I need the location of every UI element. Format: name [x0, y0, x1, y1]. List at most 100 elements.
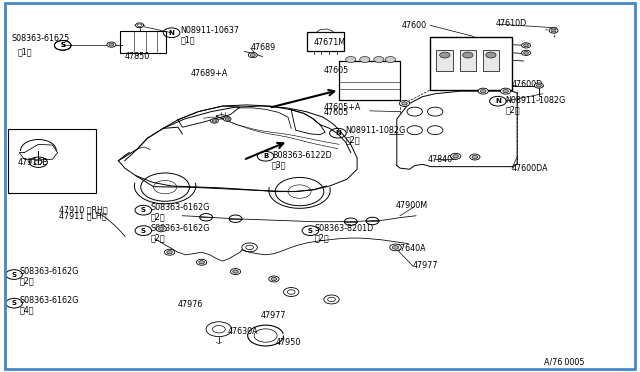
- Text: S08363-61625: S08363-61625: [12, 34, 70, 43]
- Text: N: N: [335, 130, 341, 136]
- Text: 47605: 47605: [323, 108, 348, 117]
- Text: （3）: （3）: [272, 160, 287, 169]
- Text: 47600: 47600: [402, 21, 427, 30]
- Circle shape: [534, 83, 543, 88]
- Text: 47911 （LH）: 47911 （LH）: [59, 211, 106, 220]
- Text: （4）: （4）: [19, 305, 34, 314]
- Circle shape: [392, 246, 399, 249]
- Text: B08363-6122D: B08363-6122D: [272, 151, 332, 160]
- Circle shape: [346, 57, 356, 62]
- Circle shape: [399, 100, 410, 106]
- Text: 47640A: 47640A: [396, 244, 426, 253]
- Text: （2）: （2）: [19, 276, 34, 285]
- Text: 47976: 47976: [178, 300, 204, 309]
- Circle shape: [522, 50, 531, 55]
- Bar: [120, 31, 166, 53]
- Text: A/76 0005: A/76 0005: [544, 357, 584, 366]
- Circle shape: [390, 244, 401, 251]
- Text: S08363-8201D: S08363-8201D: [315, 224, 374, 233]
- Circle shape: [478, 88, 488, 94]
- Text: S: S: [141, 228, 146, 234]
- Text: 47900M: 47900M: [396, 201, 428, 210]
- Text: N: N: [168, 30, 175, 36]
- Circle shape: [199, 261, 204, 264]
- Circle shape: [233, 270, 238, 273]
- Text: （2）: （2）: [150, 213, 165, 222]
- Text: S: S: [141, 207, 146, 213]
- Text: 47600DA: 47600DA: [512, 164, 548, 173]
- Circle shape: [250, 54, 255, 57]
- Text: S08363-6162G: S08363-6162G: [19, 267, 79, 276]
- Circle shape: [156, 226, 166, 232]
- Circle shape: [440, 52, 450, 58]
- Text: 47840: 47840: [428, 155, 452, 164]
- Circle shape: [470, 154, 480, 160]
- Circle shape: [472, 155, 477, 158]
- Bar: [339, 61, 400, 100]
- Circle shape: [524, 51, 529, 54]
- Text: （2）: （2）: [315, 234, 330, 243]
- Circle shape: [503, 90, 508, 93]
- Text: 47671M: 47671M: [314, 38, 346, 47]
- Text: 47910 （RH）: 47910 （RH）: [59, 206, 108, 215]
- Bar: [307, 32, 344, 51]
- Circle shape: [269, 276, 279, 282]
- Circle shape: [551, 29, 556, 32]
- Text: N08911-1082G: N08911-1082G: [506, 96, 566, 105]
- Text: 47950: 47950: [275, 339, 301, 347]
- Text: N08911-10637: N08911-10637: [180, 26, 239, 35]
- Text: 47910E: 47910E: [18, 158, 48, 167]
- Circle shape: [360, 57, 370, 62]
- Text: 47605: 47605: [323, 66, 348, 75]
- Text: S: S: [60, 42, 65, 48]
- Circle shape: [159, 227, 164, 230]
- Text: B: B: [263, 153, 268, 159]
- Bar: [460, 50, 476, 71]
- Text: （2）: （2）: [150, 234, 165, 243]
- Text: 47630A: 47630A: [227, 327, 258, 336]
- Circle shape: [402, 102, 407, 105]
- Circle shape: [248, 52, 257, 58]
- Circle shape: [107, 42, 116, 47]
- Text: N08911-1082G: N08911-1082G: [346, 126, 406, 135]
- Circle shape: [211, 119, 218, 123]
- Bar: [436, 50, 453, 71]
- Text: （2）: （2）: [506, 105, 520, 114]
- Circle shape: [524, 44, 529, 47]
- Text: 47689+A: 47689+A: [191, 69, 228, 78]
- Circle shape: [196, 259, 207, 265]
- Text: S: S: [12, 300, 17, 306]
- Circle shape: [167, 251, 172, 254]
- Text: S08363-6162G: S08363-6162G: [19, 296, 79, 305]
- Polygon shape: [135, 23, 144, 28]
- Circle shape: [271, 278, 276, 280]
- Circle shape: [223, 117, 231, 121]
- Circle shape: [212, 120, 216, 122]
- Text: （1）: （1）: [180, 35, 195, 44]
- Bar: [8, 129, 96, 193]
- Circle shape: [453, 155, 458, 158]
- Text: 47600D: 47600D: [512, 80, 543, 89]
- Circle shape: [385, 57, 396, 62]
- Circle shape: [536, 84, 541, 87]
- Text: 47605+A: 47605+A: [323, 103, 360, 112]
- Circle shape: [225, 118, 229, 120]
- Circle shape: [463, 52, 473, 58]
- Text: S: S: [60, 42, 65, 48]
- Bar: [430, 37, 512, 90]
- Circle shape: [522, 43, 531, 48]
- Text: S08363-6162G: S08363-6162G: [150, 203, 210, 212]
- Text: 47689: 47689: [251, 43, 276, 52]
- Circle shape: [500, 88, 511, 94]
- Circle shape: [109, 43, 114, 46]
- Text: 47977: 47977: [413, 262, 438, 270]
- Text: S: S: [308, 228, 313, 234]
- Circle shape: [374, 57, 384, 62]
- Text: （2）: （2）: [346, 136, 360, 145]
- Circle shape: [451, 153, 461, 159]
- Circle shape: [486, 52, 496, 58]
- Text: S08363-6162G: S08363-6162G: [150, 224, 210, 233]
- Circle shape: [164, 249, 175, 255]
- Text: 47610D: 47610D: [496, 19, 527, 28]
- Bar: [483, 50, 499, 71]
